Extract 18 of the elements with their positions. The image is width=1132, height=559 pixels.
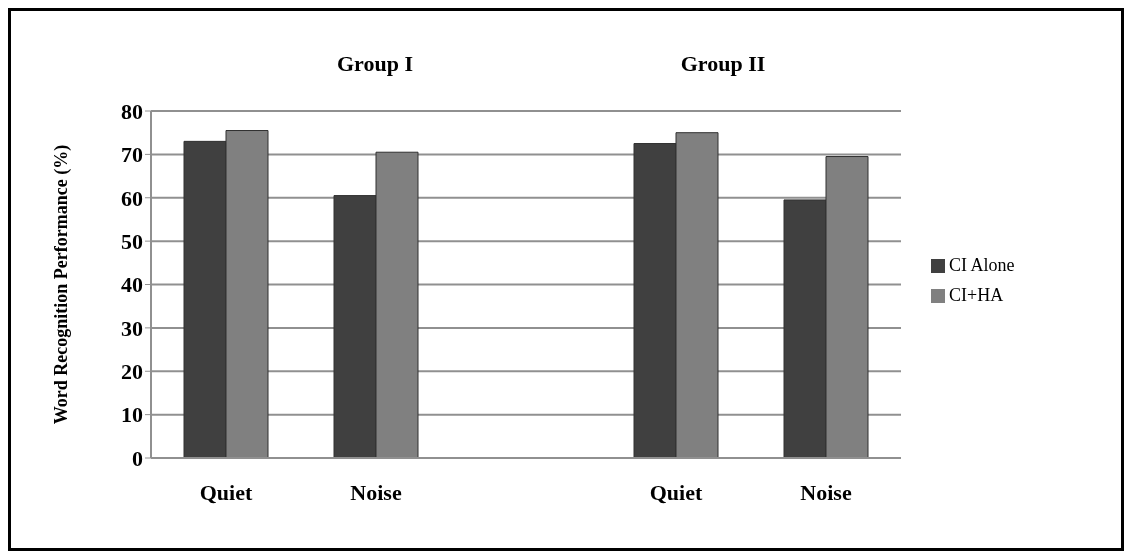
y-tick-label: 30 (121, 315, 143, 341)
y-tick-label: 10 (121, 402, 143, 428)
y-tick-label: 40 (121, 272, 143, 298)
legend-label: CI Alone (949, 254, 1015, 275)
text: Group II (679, 51, 767, 77)
x-tick-label: Noise (800, 479, 852, 505)
y-axis-title: Word Recognition Performance (%) (51, 144, 73, 425)
legend-label: CI+HA (949, 284, 1004, 305)
x-tick-label: Noise (350, 479, 402, 505)
y-tick-label: 80 (121, 98, 143, 124)
y-tick-label: 60 (121, 185, 143, 211)
x-tick-label: Quiet (199, 479, 253, 505)
y-tick-label: 0 (132, 445, 143, 471)
y-tick-label: 70 (121, 142, 143, 168)
text: Group I (336, 51, 414, 77)
x-tick-label: Quiet (649, 479, 703, 505)
y-tick-label: 20 (121, 359, 143, 385)
y-tick-label: 50 (121, 228, 143, 254)
